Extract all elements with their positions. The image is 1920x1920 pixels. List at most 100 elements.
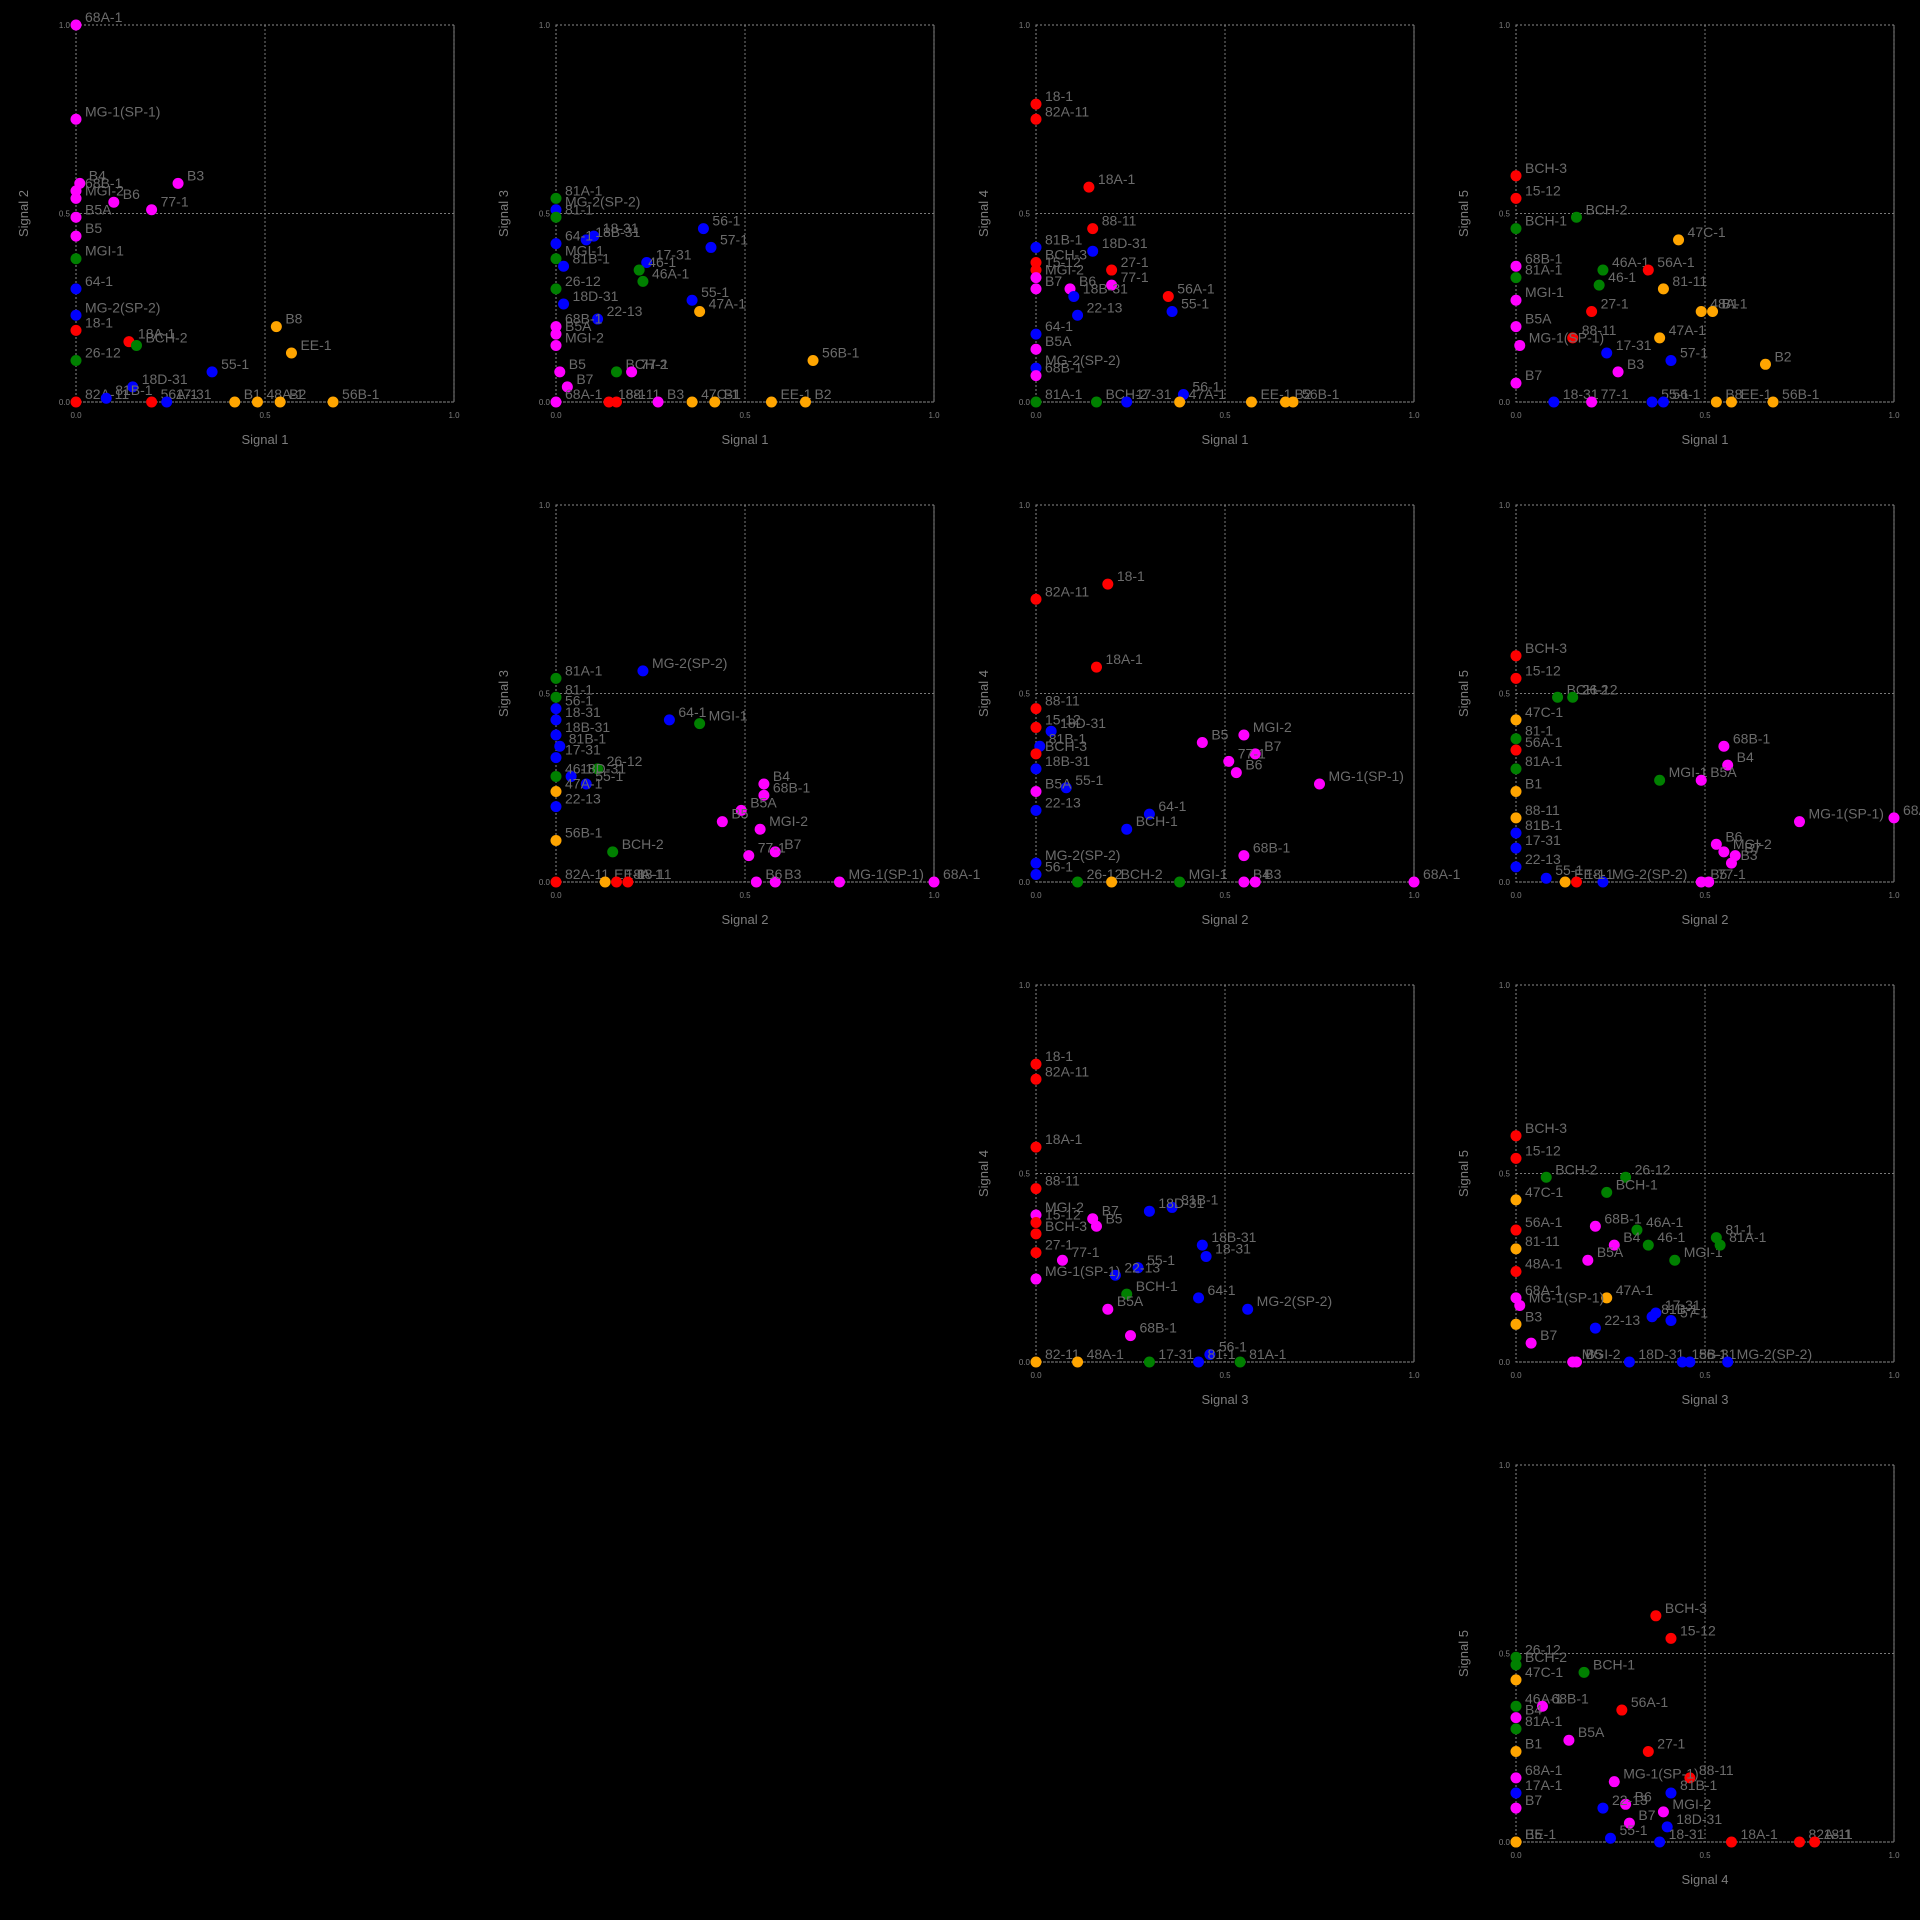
data-point (146, 204, 158, 216)
data-point (1809, 1836, 1821, 1848)
data-point-label: 81-1 (1208, 1346, 1236, 1362)
data-point (1510, 1659, 1522, 1671)
y-axis-label: Signal 3 (496, 670, 511, 717)
data-point (633, 264, 645, 276)
data-point-label: 68B-1 (1604, 1210, 1642, 1226)
data-point (1725, 857, 1737, 869)
data-point (1408, 876, 1420, 888)
data-point-label: B4 (1737, 749, 1754, 765)
data-point-label: 18-31 (1669, 1826, 1705, 1842)
data-point-label: 81-1 (565, 681, 593, 697)
data-point (1767, 396, 1779, 408)
data-point-label: 64-1 (565, 228, 593, 244)
data-point (1030, 1228, 1042, 1240)
x-axis-label: Signal 1 (1202, 432, 1249, 447)
data-point (1578, 1666, 1590, 1678)
data-point-label: 22-13 (1604, 1312, 1640, 1328)
data-point (1510, 650, 1522, 662)
data-point-label: 26-12 (1635, 1161, 1671, 1177)
data-point (1510, 786, 1522, 798)
x-tick-label: 0.0 (1030, 891, 1042, 900)
x-axis-label: Signal 2 (1682, 912, 1729, 927)
data-point (1030, 328, 1042, 340)
data-point (70, 355, 82, 367)
x-axis-label: Signal 2 (722, 912, 769, 927)
data-point (1090, 661, 1102, 673)
data-point (558, 260, 570, 272)
data-point-label: 18A-1 (1098, 171, 1136, 187)
plot-frame (1515, 984, 1895, 1363)
data-point (765, 396, 777, 408)
data-point (1030, 763, 1042, 775)
data-point (1030, 241, 1042, 253)
data-point (1510, 1787, 1522, 1799)
data-point (100, 392, 112, 404)
data-point-label: 88-11 (1699, 1762, 1734, 1778)
x-tick-label: 0.0 (1510, 411, 1522, 420)
data-point (603, 396, 615, 408)
data-point (1657, 283, 1669, 295)
data-point-label: 82A-11 (565, 866, 609, 882)
data-point-label: 15-12 (1525, 662, 1561, 678)
data-point-label: 18-1 (85, 314, 113, 330)
data-point (1620, 1798, 1632, 1810)
data-point-label: BCH-3 (1525, 1120, 1567, 1136)
data-point-label: MGI-2 (85, 182, 124, 198)
data-point (1030, 1209, 1042, 1221)
plot-frame (1035, 24, 1415, 403)
data-point-label: 55-1 (1075, 772, 1103, 788)
data-point-label: 47C-1 (1688, 224, 1726, 240)
data-point (1654, 332, 1666, 344)
data-point (327, 396, 339, 408)
data-point-label: B6 (1079, 273, 1096, 289)
data-point (1056, 1254, 1068, 1266)
data-point-label: MG-2(SP-2) (1257, 1293, 1332, 1309)
data-point-label: 82A-11 (1809, 1826, 1853, 1842)
x-tick-label: 0.5 (1219, 411, 1231, 420)
data-point-label: MG-2(SP-2) (1045, 847, 1120, 863)
x-tick-label: 1.0 (1408, 891, 1420, 900)
data-point-label: 56-1 (1192, 378, 1220, 394)
data-point (637, 665, 649, 677)
y-axis-label: Signal 5 (1456, 190, 1471, 237)
data-point (663, 714, 675, 726)
data-point-label: 18-31 (565, 704, 601, 720)
data-point (1559, 876, 1571, 888)
data-point (270, 321, 282, 333)
data-point-label: B5A (1045, 333, 1072, 349)
data-point (130, 339, 142, 351)
data-point (1514, 1299, 1526, 1311)
data-point (274, 396, 286, 408)
x-tick-label: 0.0 (1510, 891, 1522, 900)
data-point (550, 253, 562, 265)
data-point (1510, 1266, 1522, 1278)
data-point (550, 321, 562, 333)
data-point (1605, 1832, 1616, 1844)
data-point-label: BCH-3 (1045, 738, 1087, 754)
data-point (1196, 1239, 1208, 1251)
data-point (70, 185, 82, 197)
data-point-label: 46-1 (565, 760, 593, 776)
data-point-label: 18A-1 (138, 326, 176, 342)
data-point-label: 18A-1 (1045, 1131, 1083, 1147)
y-tick-label: 0.5 (1019, 210, 1031, 219)
data-point-label: 17-31 (1525, 832, 1561, 848)
data-point (1510, 1194, 1522, 1206)
data-point (1030, 1073, 1042, 1085)
x-tick-label: 0.5 (739, 411, 751, 420)
data-point-label: B1 (724, 386, 741, 402)
data-point (1030, 786, 1042, 798)
data-point-label: 56-1 (1219, 1338, 1247, 1354)
data-point-label: 18D-31 (1060, 715, 1106, 731)
x-axis-label: Signal 4 (1682, 1872, 1729, 1887)
data-point (1102, 1303, 1114, 1315)
data-point-label: 88-11 (1582, 322, 1617, 338)
data-point (1510, 744, 1522, 756)
data-point-label: B5A (1525, 311, 1552, 327)
data-point (1223, 755, 1235, 767)
data-point-label: B8 (285, 311, 302, 327)
data-point-label: 68A-1 (943, 866, 981, 882)
x-axis-label: Signal 1 (242, 432, 289, 447)
data-point-label: EE-1 (1574, 866, 1605, 882)
